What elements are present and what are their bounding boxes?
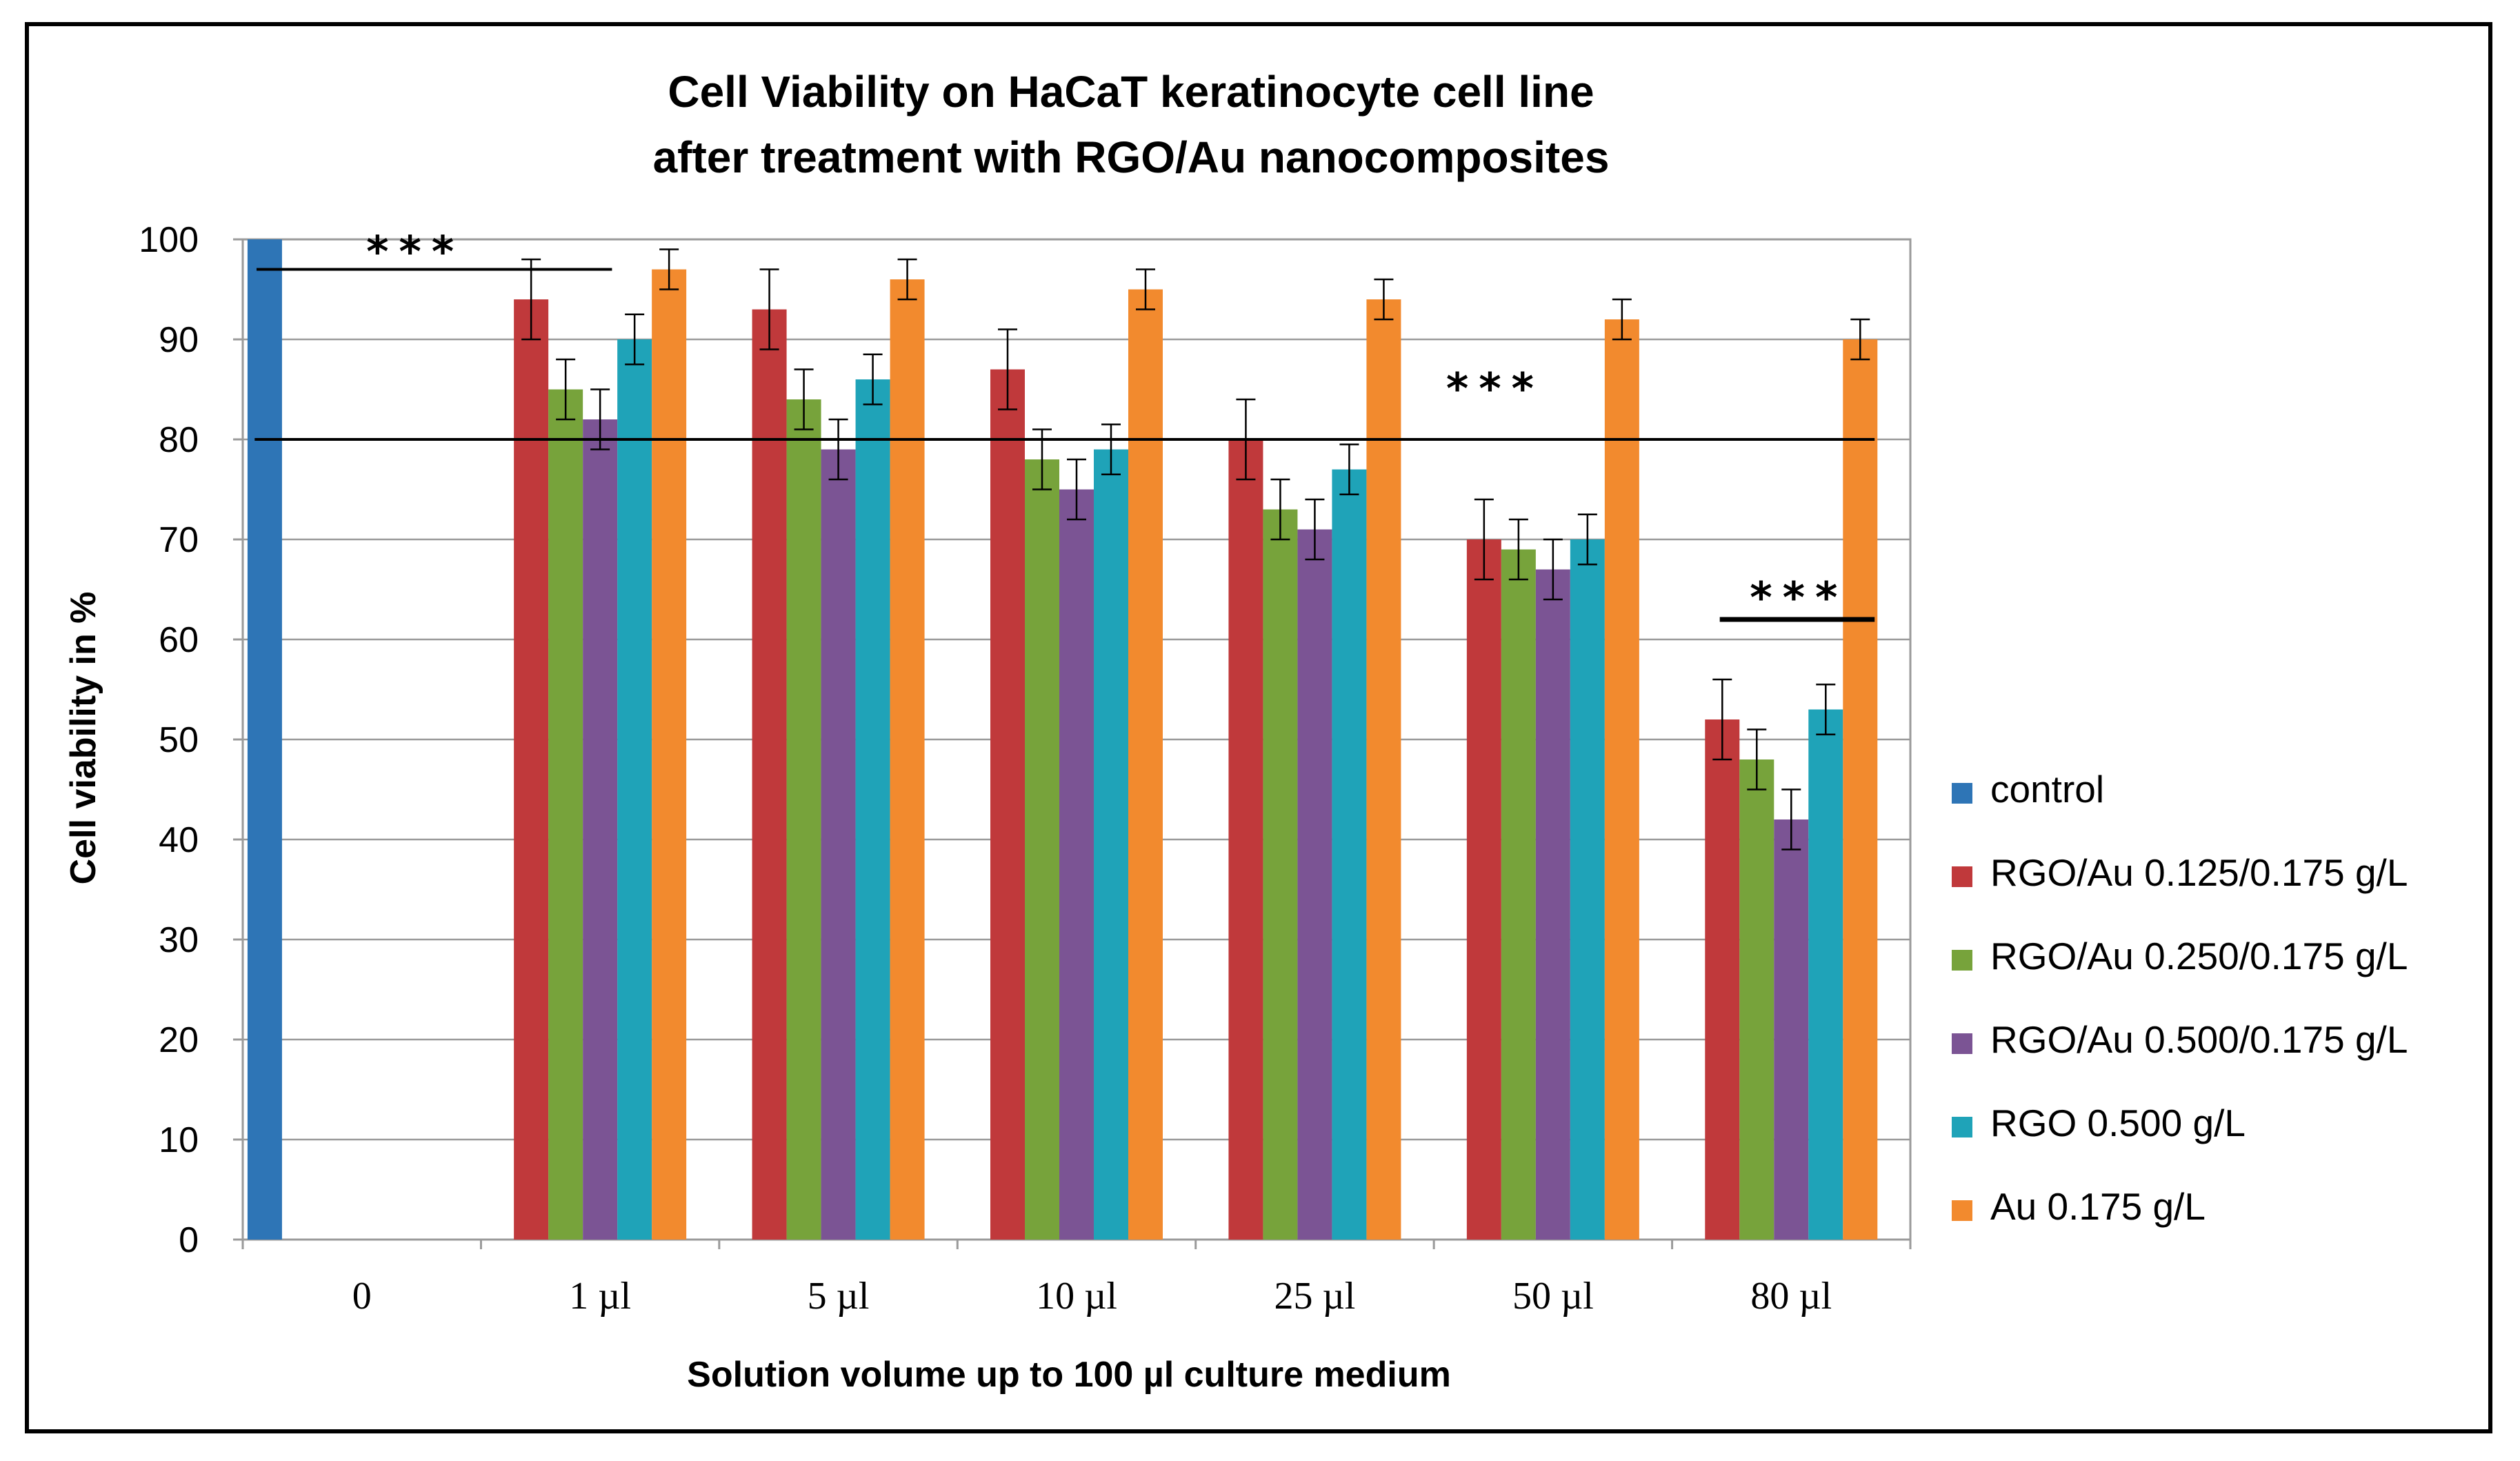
legend-swatch xyxy=(1952,1117,1972,1137)
bar-control xyxy=(247,239,282,1240)
legend-swatch xyxy=(1952,1033,1972,1054)
y-tick-label: 0 xyxy=(179,1220,199,1260)
legend-label: Au 0.175 g/L xyxy=(1990,1185,2206,1228)
bar-rgo-0-500-g-l xyxy=(1808,709,1843,1240)
legend-label: RGO/Au 0.125/0.175 g/L xyxy=(1990,851,2408,894)
bar-au-0-175-g-l xyxy=(1843,339,1878,1240)
bar-rgo-0-500-g-l xyxy=(1094,449,1128,1240)
bar-rgo-au-0-500-0-175-g-l xyxy=(1059,489,1094,1240)
significance-stars: *** xyxy=(1445,364,1543,414)
x-axis-label: Solution volume up to 100 µl culture med… xyxy=(687,1355,1451,1395)
bar-rgo-au-0-250-0-175-g-l xyxy=(786,399,821,1240)
y-tick-label: 90 xyxy=(159,320,199,360)
bar-rgo-au-0-125-0-175-g-l xyxy=(752,309,787,1240)
legend: control RGO/Au 0.125/0.175 g/L RGO/Au 0.25… xyxy=(1952,768,2408,1228)
bar-au-0-175-g-l xyxy=(890,279,925,1240)
legend-label: RGO/Au 0.250/0.175 g/L xyxy=(1990,935,2408,977)
bar-rgo-0-500-g-l xyxy=(1332,469,1367,1240)
bar-rgo-au-0-125-0-175-g-l xyxy=(514,299,549,1240)
x-category-label: 5 µl xyxy=(808,1275,870,1318)
bar-rgo-au-0-500-0-175-g-l xyxy=(1774,819,1809,1240)
y-tick-label: 80 xyxy=(159,420,199,460)
bar-rgo-au-0-250-0-175-g-l xyxy=(1501,549,1536,1240)
legend-swatch xyxy=(1952,866,1972,887)
bar-rgo-au-0-500-0-175-g-l xyxy=(1535,569,1570,1240)
y-tick-label: 60 xyxy=(159,620,199,660)
y-axis-label: Cell viability in % xyxy=(63,592,103,885)
bar-rgo-au-0-500-0-175-g-l xyxy=(821,449,856,1240)
bar-rgo-au-0-500-0-175-g-l xyxy=(1297,529,1332,1240)
legend-swatch xyxy=(1952,1200,1972,1221)
y-tick-label: 10 xyxy=(159,1120,199,1160)
bar-rgo-au-0-125-0-175-g-l xyxy=(1228,439,1263,1240)
bar-au-0-175-g-l xyxy=(1366,299,1401,1240)
x-category-label: 0 xyxy=(352,1275,372,1318)
bar-rgo-0-500-g-l xyxy=(855,379,890,1240)
bar-rgo-au-0-250-0-175-g-l xyxy=(1025,459,1059,1240)
legend-label: RGO 0.500 g/L xyxy=(1990,1102,2246,1144)
plot-area: 0 10 20 30 40 50 60 70 80 90 100 0 1 µl 5 µl 10 µl 25 µ… xyxy=(139,220,1912,1318)
bar-rgo-0-500-g-l xyxy=(617,339,652,1240)
legend-swatch xyxy=(1952,950,1972,971)
x-category-label: 25 µl xyxy=(1274,1275,1356,1318)
y-tick-label: 30 xyxy=(159,920,199,960)
x-category-label: 80 µl xyxy=(1750,1275,1832,1318)
bar-rgo-au-0-125-0-175-g-l xyxy=(1466,539,1501,1240)
bar-rgo-au-0-125-0-175-g-l xyxy=(990,369,1025,1240)
y-tick-label: 70 xyxy=(159,520,199,560)
bar-au-0-175-g-l xyxy=(1604,319,1639,1240)
bar-rgo-0-500-g-l xyxy=(1570,539,1605,1240)
y-tick-label: 100 xyxy=(139,220,199,260)
bar-rgo-au-0-250-0-175-g-l xyxy=(1739,759,1774,1240)
significance-stars: *** xyxy=(1748,573,1846,623)
legend-label: control xyxy=(1990,768,2104,811)
legend-label: RGO/Au 0.500/0.175 g/L xyxy=(1990,1018,2408,1061)
bar-rgo-au-0-500-0-175-g-l xyxy=(583,419,618,1240)
x-category-label: 1 µl xyxy=(569,1275,631,1318)
bar-rgo-au-0-250-0-175-g-l xyxy=(548,389,583,1240)
chart-title-line-1: Cell Viability on HaCaT keratinocyte cel… xyxy=(668,67,1594,117)
bar-au-0-175-g-l xyxy=(652,269,687,1240)
legend-swatch xyxy=(1952,783,1972,804)
chart-title-line-2: after treatment with RGO/Au nanocomposit… xyxy=(653,132,1610,182)
significance-stars: *** xyxy=(365,227,463,277)
x-category-label: 50 µl xyxy=(1512,1275,1594,1318)
y-tick-label: 40 xyxy=(159,820,199,860)
y-tick-label: 50 xyxy=(159,720,199,760)
x-category-label: 10 µl xyxy=(1036,1275,1117,1318)
bar-rgo-au-0-250-0-175-g-l xyxy=(1263,509,1298,1240)
y-tick-label: 20 xyxy=(159,1020,199,1060)
bar-rgo-au-0-125-0-175-g-l xyxy=(1705,719,1740,1240)
bar-au-0-175-g-l xyxy=(1128,289,1163,1240)
